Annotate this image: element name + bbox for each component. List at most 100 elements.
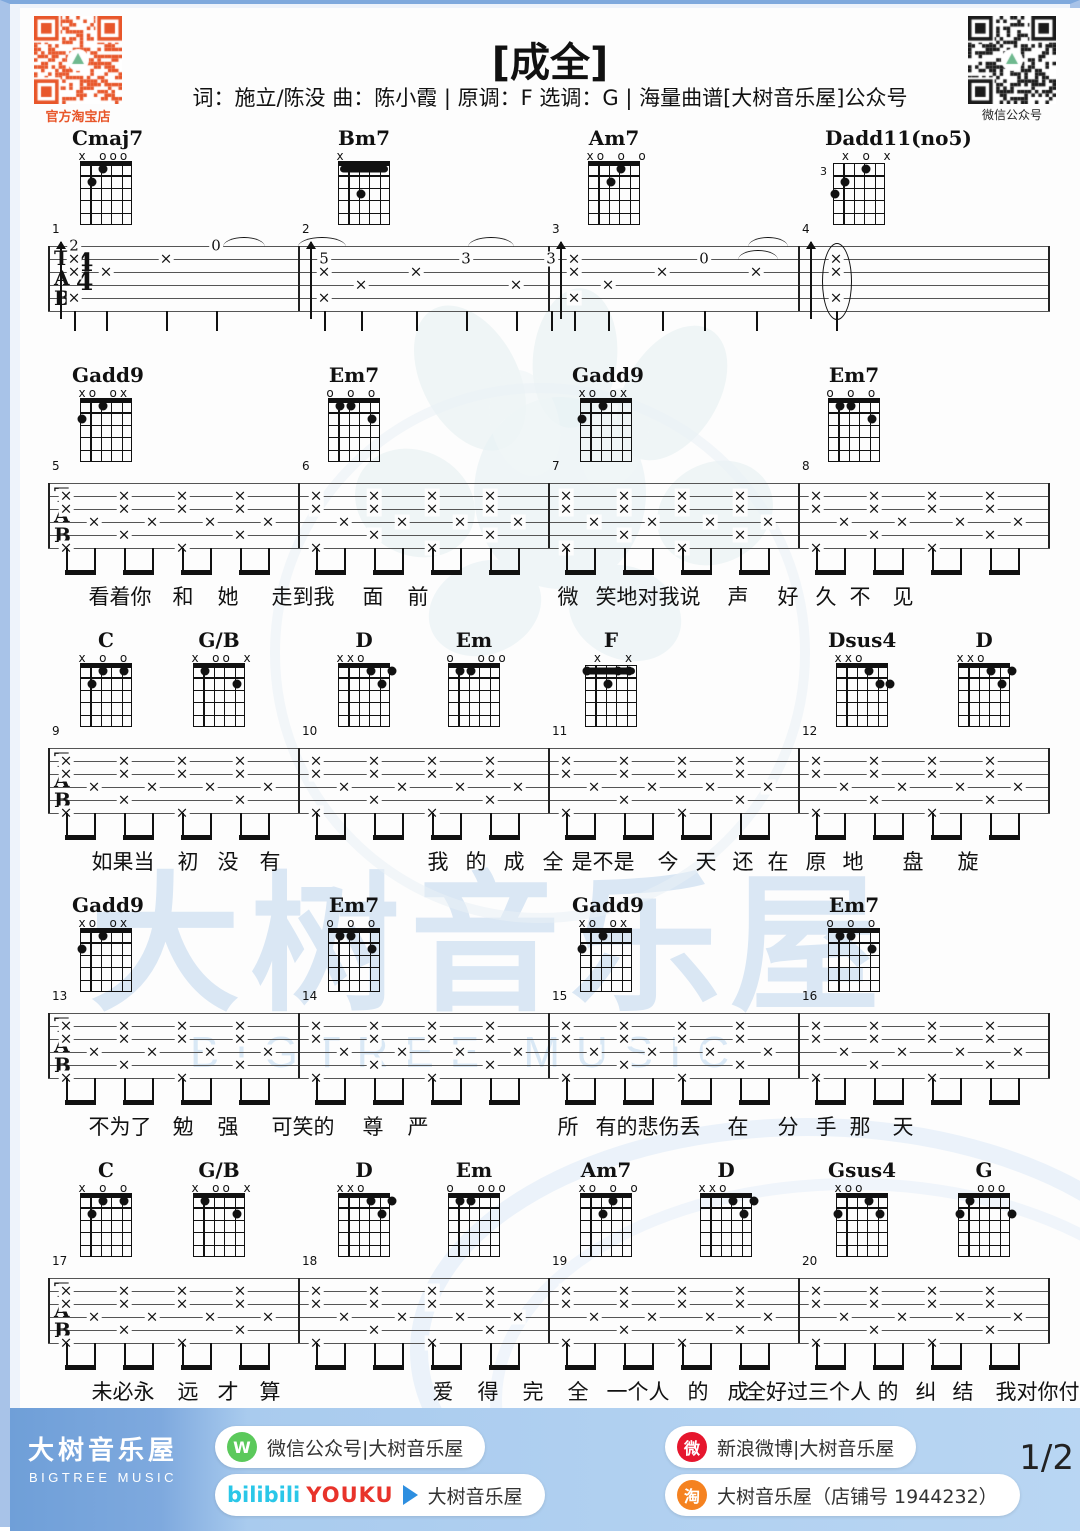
play-triangle-icon bbox=[403, 1485, 418, 1505]
muted-strum-mark: × bbox=[395, 780, 410, 795]
finger-dot bbox=[831, 190, 840, 199]
footer-logo-cn: 大树音乐屋 bbox=[18, 1430, 188, 1467]
tie-slur bbox=[738, 250, 778, 260]
finger-dot bbox=[598, 1209, 607, 1218]
muted-strum-mark: × bbox=[117, 1032, 132, 1047]
lyric-syllable: 不为了 bbox=[89, 1111, 152, 1141]
fretboard-grid bbox=[448, 665, 500, 727]
note-stem bbox=[844, 813, 846, 835]
page-header: 官方淘宝店 [成全] 词：施立/陈没 曲：陈小霞 | 原调：F 选调：G | 海… bbox=[20, 8, 1080, 118]
muted-strum-mark: × bbox=[837, 780, 852, 795]
finger-dot bbox=[377, 1209, 386, 1218]
note-stem bbox=[268, 1343, 270, 1365]
muted-strum-mark: × bbox=[511, 1045, 526, 1060]
chord-name: Cmaj7 bbox=[72, 126, 140, 150]
muted-strum-mark: × bbox=[483, 1032, 498, 1047]
note-stem bbox=[518, 813, 520, 835]
note-stem bbox=[152, 548, 154, 570]
note-stem bbox=[624, 548, 626, 570]
note-stem bbox=[874, 813, 876, 835]
wechat-pill[interactable]: W 微信公众号|大树音乐屋 bbox=[215, 1426, 485, 1468]
note-stem bbox=[402, 1078, 404, 1100]
staff-line bbox=[48, 1343, 1050, 1344]
muted-strum-mark: × bbox=[367, 502, 382, 517]
muted-strum-mark: × bbox=[425, 767, 440, 782]
muted-strum-mark: × bbox=[453, 515, 468, 530]
staff-right-bar bbox=[1048, 1278, 1050, 1343]
fretboard-grid bbox=[80, 400, 132, 462]
note-stem bbox=[490, 1078, 492, 1100]
lyric-syllable: 我 bbox=[428, 846, 449, 876]
fretboard-grid bbox=[338, 163, 390, 225]
beam bbox=[489, 570, 520, 575]
muted-strum-mark: × bbox=[983, 767, 998, 782]
finger-dot bbox=[862, 165, 871, 174]
muted-strum-mark: × bbox=[483, 793, 498, 808]
taobao-pill[interactable]: 淘 大树音乐屋（店铺号 1944232） bbox=[665, 1474, 1020, 1516]
tie-slur bbox=[223, 237, 265, 247]
staff-left-bracket bbox=[48, 1013, 50, 1078]
lyric-syllable: 爱 bbox=[433, 1376, 454, 1406]
finger-dot bbox=[201, 667, 210, 676]
weibo-pill[interactable]: 微 新浪微博|大树音乐屋 bbox=[665, 1426, 916, 1468]
chord-name: Gadd9 bbox=[72, 363, 140, 387]
chord-name: Em7 bbox=[820, 893, 888, 917]
barre-bar bbox=[587, 668, 635, 675]
muted-strum-mark: × bbox=[983, 1297, 998, 1312]
measure-barline bbox=[298, 1278, 300, 1343]
muted-strum-mark: × bbox=[895, 1045, 910, 1060]
muted-strum-mark: × bbox=[837, 1045, 852, 1060]
chord-name: D bbox=[330, 628, 398, 652]
staff-left-bracket bbox=[48, 748, 50, 813]
muted-strum-mark: × bbox=[483, 502, 498, 517]
muted-strum-mark: × bbox=[59, 1032, 74, 1047]
muted-strum-mark: × bbox=[1011, 1310, 1026, 1325]
measure-number: 4 bbox=[802, 222, 810, 236]
measure-number: 14 bbox=[302, 989, 317, 1003]
muted-strum-mark: × bbox=[895, 1310, 910, 1325]
lyric-syllable: 全 bbox=[568, 1376, 589, 1406]
muted-strum-mark: × bbox=[337, 1045, 352, 1060]
note-stem bbox=[166, 311, 168, 331]
muted-strum-mark: × bbox=[761, 1045, 776, 1060]
muted-strum-mark: × bbox=[117, 767, 132, 782]
muted-strum-mark: × bbox=[617, 502, 632, 517]
note-stem bbox=[344, 1078, 346, 1100]
note-stem bbox=[990, 1078, 992, 1100]
staff-line bbox=[48, 311, 1050, 312]
measure-number: 7 bbox=[552, 459, 560, 473]
note-stem bbox=[94, 1343, 96, 1365]
lyric-syllable: 原 bbox=[806, 846, 827, 876]
note-stem bbox=[902, 1343, 904, 1365]
note-stem bbox=[240, 548, 242, 570]
muted-strum-mark: × bbox=[601, 278, 616, 293]
video-platforms-pill[interactable]: bilibili YOUKU 大树音乐屋 bbox=[215, 1474, 545, 1516]
measure-number: 19 bbox=[552, 1254, 567, 1268]
muted-strum-mark: × bbox=[809, 1032, 824, 1047]
muted-strum-mark: × bbox=[317, 291, 332, 306]
muted-strum-mark: × bbox=[703, 515, 718, 530]
muted-strum-mark: × bbox=[703, 780, 718, 795]
muted-strum-mark: × bbox=[675, 1032, 690, 1047]
beam bbox=[815, 570, 846, 575]
wechat-qr-code[interactable]: 微信公众号 bbox=[968, 16, 1056, 104]
muted-strum-mark: × bbox=[567, 265, 582, 280]
beam bbox=[315, 1100, 346, 1105]
lyric-syllable: 强 bbox=[218, 1111, 239, 1141]
muted-strum-mark: × bbox=[117, 502, 132, 517]
muted-strum-mark: × bbox=[425, 1297, 440, 1312]
credits-line: 词：施立/陈没 曲：陈小霞 | 原调：F 选调：G | 海量曲谱[大树音乐屋]公… bbox=[20, 82, 1080, 112]
note-stem bbox=[316, 1343, 318, 1365]
chord-name: G bbox=[950, 1158, 1018, 1182]
chord-name: C bbox=[72, 1158, 140, 1182]
beam bbox=[123, 835, 154, 840]
chord-name: G/B bbox=[185, 1158, 253, 1182]
muted-strum-mark: × bbox=[367, 528, 382, 543]
finger-dot bbox=[578, 944, 587, 953]
strum-up-arrow bbox=[310, 242, 312, 319]
note-stem bbox=[594, 1078, 596, 1100]
barre-bar bbox=[340, 166, 388, 173]
muted-strum-mark: × bbox=[1011, 1045, 1026, 1060]
measure-barline bbox=[798, 748, 800, 813]
finger-dot bbox=[88, 1209, 97, 1218]
